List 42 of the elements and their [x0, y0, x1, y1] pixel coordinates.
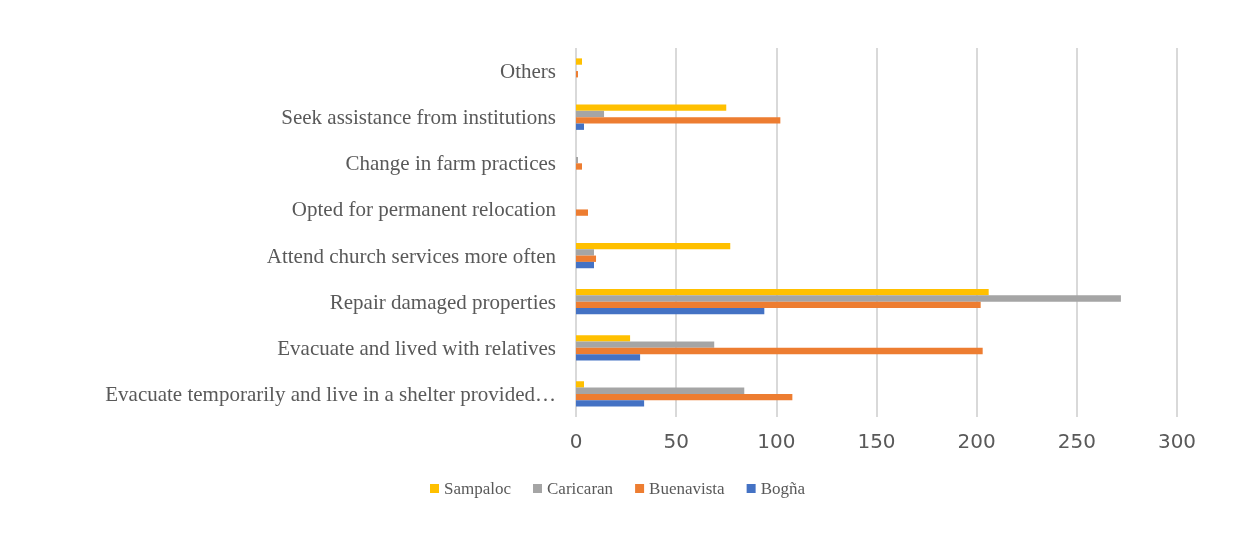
- legend-label: Caricaran: [547, 479, 614, 498]
- y-tick-label: Evacuate temporarily and live in a shelter provided…: [105, 381, 556, 406]
- bar: [576, 104, 727, 111]
- y-tick-label: Repair damaged properties: [329, 289, 556, 314]
- bar: [576, 242, 731, 250]
- x-tick-label: 0: [569, 429, 583, 453]
- bar: [576, 295, 1121, 302]
- bar: [576, 255, 597, 262]
- y-tick-label: Attend church services more often: [266, 243, 557, 268]
- bar: [576, 249, 595, 256]
- x-tick-label: 100: [757, 429, 796, 453]
- bar: [576, 58, 583, 65]
- bar: [576, 400, 645, 407]
- x-tick-label: 200: [957, 429, 996, 453]
- y-tick-label: Seek assistance from institutions: [281, 105, 556, 130]
- x-tick-label: 300: [1157, 429, 1197, 453]
- legend-label: Bogña: [760, 479, 806, 498]
- y-tick-label: Evacuate and lived with relatives: [277, 335, 556, 360]
- y-tick-label: Opted for permanent relocation: [291, 197, 557, 222]
- bar: [576, 381, 585, 388]
- y-tick-label: Others: [500, 59, 556, 84]
- legend-label: Buenavista: [649, 479, 726, 498]
- bar: [576, 110, 605, 118]
- x-tick-label: 150: [857, 429, 896, 453]
- legend-label: Sampaloc: [443, 479, 512, 498]
- bar: [576, 209, 589, 216]
- bar: [576, 335, 631, 342]
- bar: [576, 393, 793, 401]
- bar: [576, 123, 585, 130]
- bar: [576, 387, 745, 394]
- y-tick-label: Change in farm practices: [345, 151, 556, 176]
- bar: [576, 308, 765, 315]
- bar: [576, 301, 981, 309]
- bar: [576, 261, 595, 269]
- bar: [576, 117, 781, 124]
- x-tick-label: 50: [663, 429, 689, 453]
- bar: [576, 163, 583, 170]
- bar: [576, 289, 989, 296]
- bar: [576, 354, 641, 361]
- bar: [576, 341, 715, 348]
- x-tick-label: 250: [1057, 429, 1096, 453]
- bar: [576, 347, 983, 355]
